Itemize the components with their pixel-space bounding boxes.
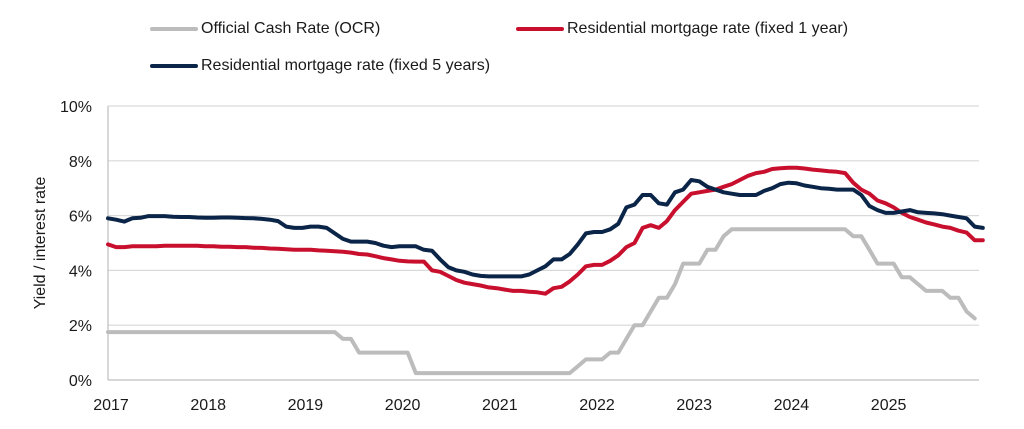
y-tick-label: 2% — [69, 318, 92, 335]
x-tick-label: 2019 — [288, 397, 324, 414]
x-tick-label: 2025 — [871, 397, 907, 414]
y-tick-label: 10% — [60, 99, 92, 116]
axes — [107, 106, 979, 381]
x-tick-label: 2023 — [676, 397, 712, 414]
y-tick-label: 6% — [69, 209, 92, 226]
x-tick-label: 2018 — [190, 397, 226, 414]
series-line-fixed-5-years — [106, 178, 985, 279]
y-tick-label: 8% — [69, 154, 92, 171]
legend-item-ocr: Official Cash Rate (OCR) — [150, 20, 380, 38]
legend-swatch-fixed-5-years — [150, 64, 198, 68]
legend-label-fixed-5-years: Residential mortgage rate (fixed 5 years… — [201, 57, 491, 74]
legend-swatch-ocr — [150, 27, 198, 31]
legend-swatch-fixed-1-year — [516, 27, 564, 31]
y-tick-label: 4% — [69, 263, 92, 280]
legend-item-fixed-5-years: Residential mortgage rate (fixed 5 years… — [150, 57, 490, 75]
series-lines — [106, 165, 985, 376]
x-tick-labels: 2017 2018 2019 2020 2021 2022 2023 2024 2025 — [93, 397, 906, 414]
x-tick-label: 2022 — [579, 397, 615, 414]
x-tick-label: 2021 — [482, 397, 518, 414]
legend-label-ocr: Official Cash Rate (OCR) — [201, 20, 381, 37]
legend-item-fixed-1-year: Residential mortgage rate (fixed 1 year) — [516, 20, 848, 38]
y-tick-label: 0% — [69, 373, 92, 390]
x-tick-label: 2024 — [774, 397, 810, 414]
chart-legend: Official Cash Rate (OCR) Residential mor… — [0, 0, 1024, 90]
x-tick-label: 2020 — [385, 397, 421, 414]
series-line-fixed-1-year — [106, 165, 985, 296]
legend-label-fixed-1-year: Residential mortgage rate (fixed 1 year) — [567, 20, 849, 37]
y-tick-labels: 0% 2% 4% 6% 8% 10% — [60, 99, 92, 390]
x-tick-label: 2017 — [93, 397, 129, 414]
y-axis-title: Yield / interest rate — [32, 177, 49, 310]
gridlines — [108, 105, 979, 326]
series-line-ocr — [106, 227, 977, 376]
